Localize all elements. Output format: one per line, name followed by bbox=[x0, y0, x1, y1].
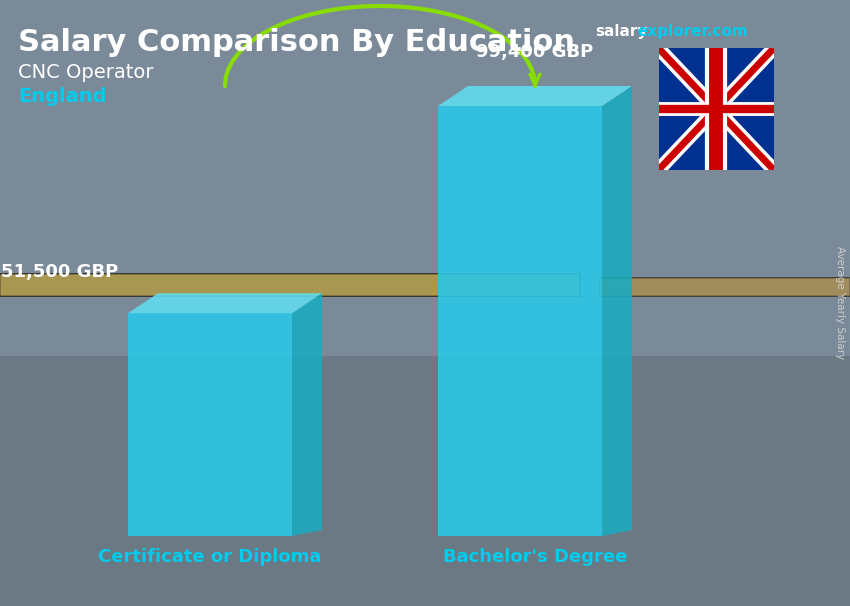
Text: explorer.com: explorer.com bbox=[637, 24, 748, 39]
Text: 99,400 GBP: 99,400 GBP bbox=[476, 43, 593, 61]
Polygon shape bbox=[438, 86, 632, 106]
Polygon shape bbox=[0, 356, 850, 606]
Text: CNC Operator: CNC Operator bbox=[18, 63, 154, 82]
Polygon shape bbox=[438, 106, 602, 536]
Polygon shape bbox=[128, 293, 322, 313]
Text: Certificate or Diploma: Certificate or Diploma bbox=[99, 548, 321, 566]
Text: Salary Comparison By Education: Salary Comparison By Education bbox=[18, 28, 575, 57]
Polygon shape bbox=[659, 48, 774, 170]
Polygon shape bbox=[0, 0, 850, 356]
Text: Bachelor's Degree: Bachelor's Degree bbox=[443, 548, 627, 566]
FancyBboxPatch shape bbox=[0, 274, 581, 296]
Text: salary: salary bbox=[595, 24, 648, 39]
Text: Average Yearly Salary: Average Yearly Salary bbox=[835, 247, 845, 359]
Text: England: England bbox=[18, 87, 106, 106]
Polygon shape bbox=[292, 293, 322, 536]
FancyBboxPatch shape bbox=[600, 278, 850, 296]
Text: 51,500 GBP: 51,500 GBP bbox=[1, 263, 118, 281]
Polygon shape bbox=[602, 86, 632, 536]
Polygon shape bbox=[128, 313, 292, 536]
Text: +93%: +93% bbox=[321, 0, 439, 1]
